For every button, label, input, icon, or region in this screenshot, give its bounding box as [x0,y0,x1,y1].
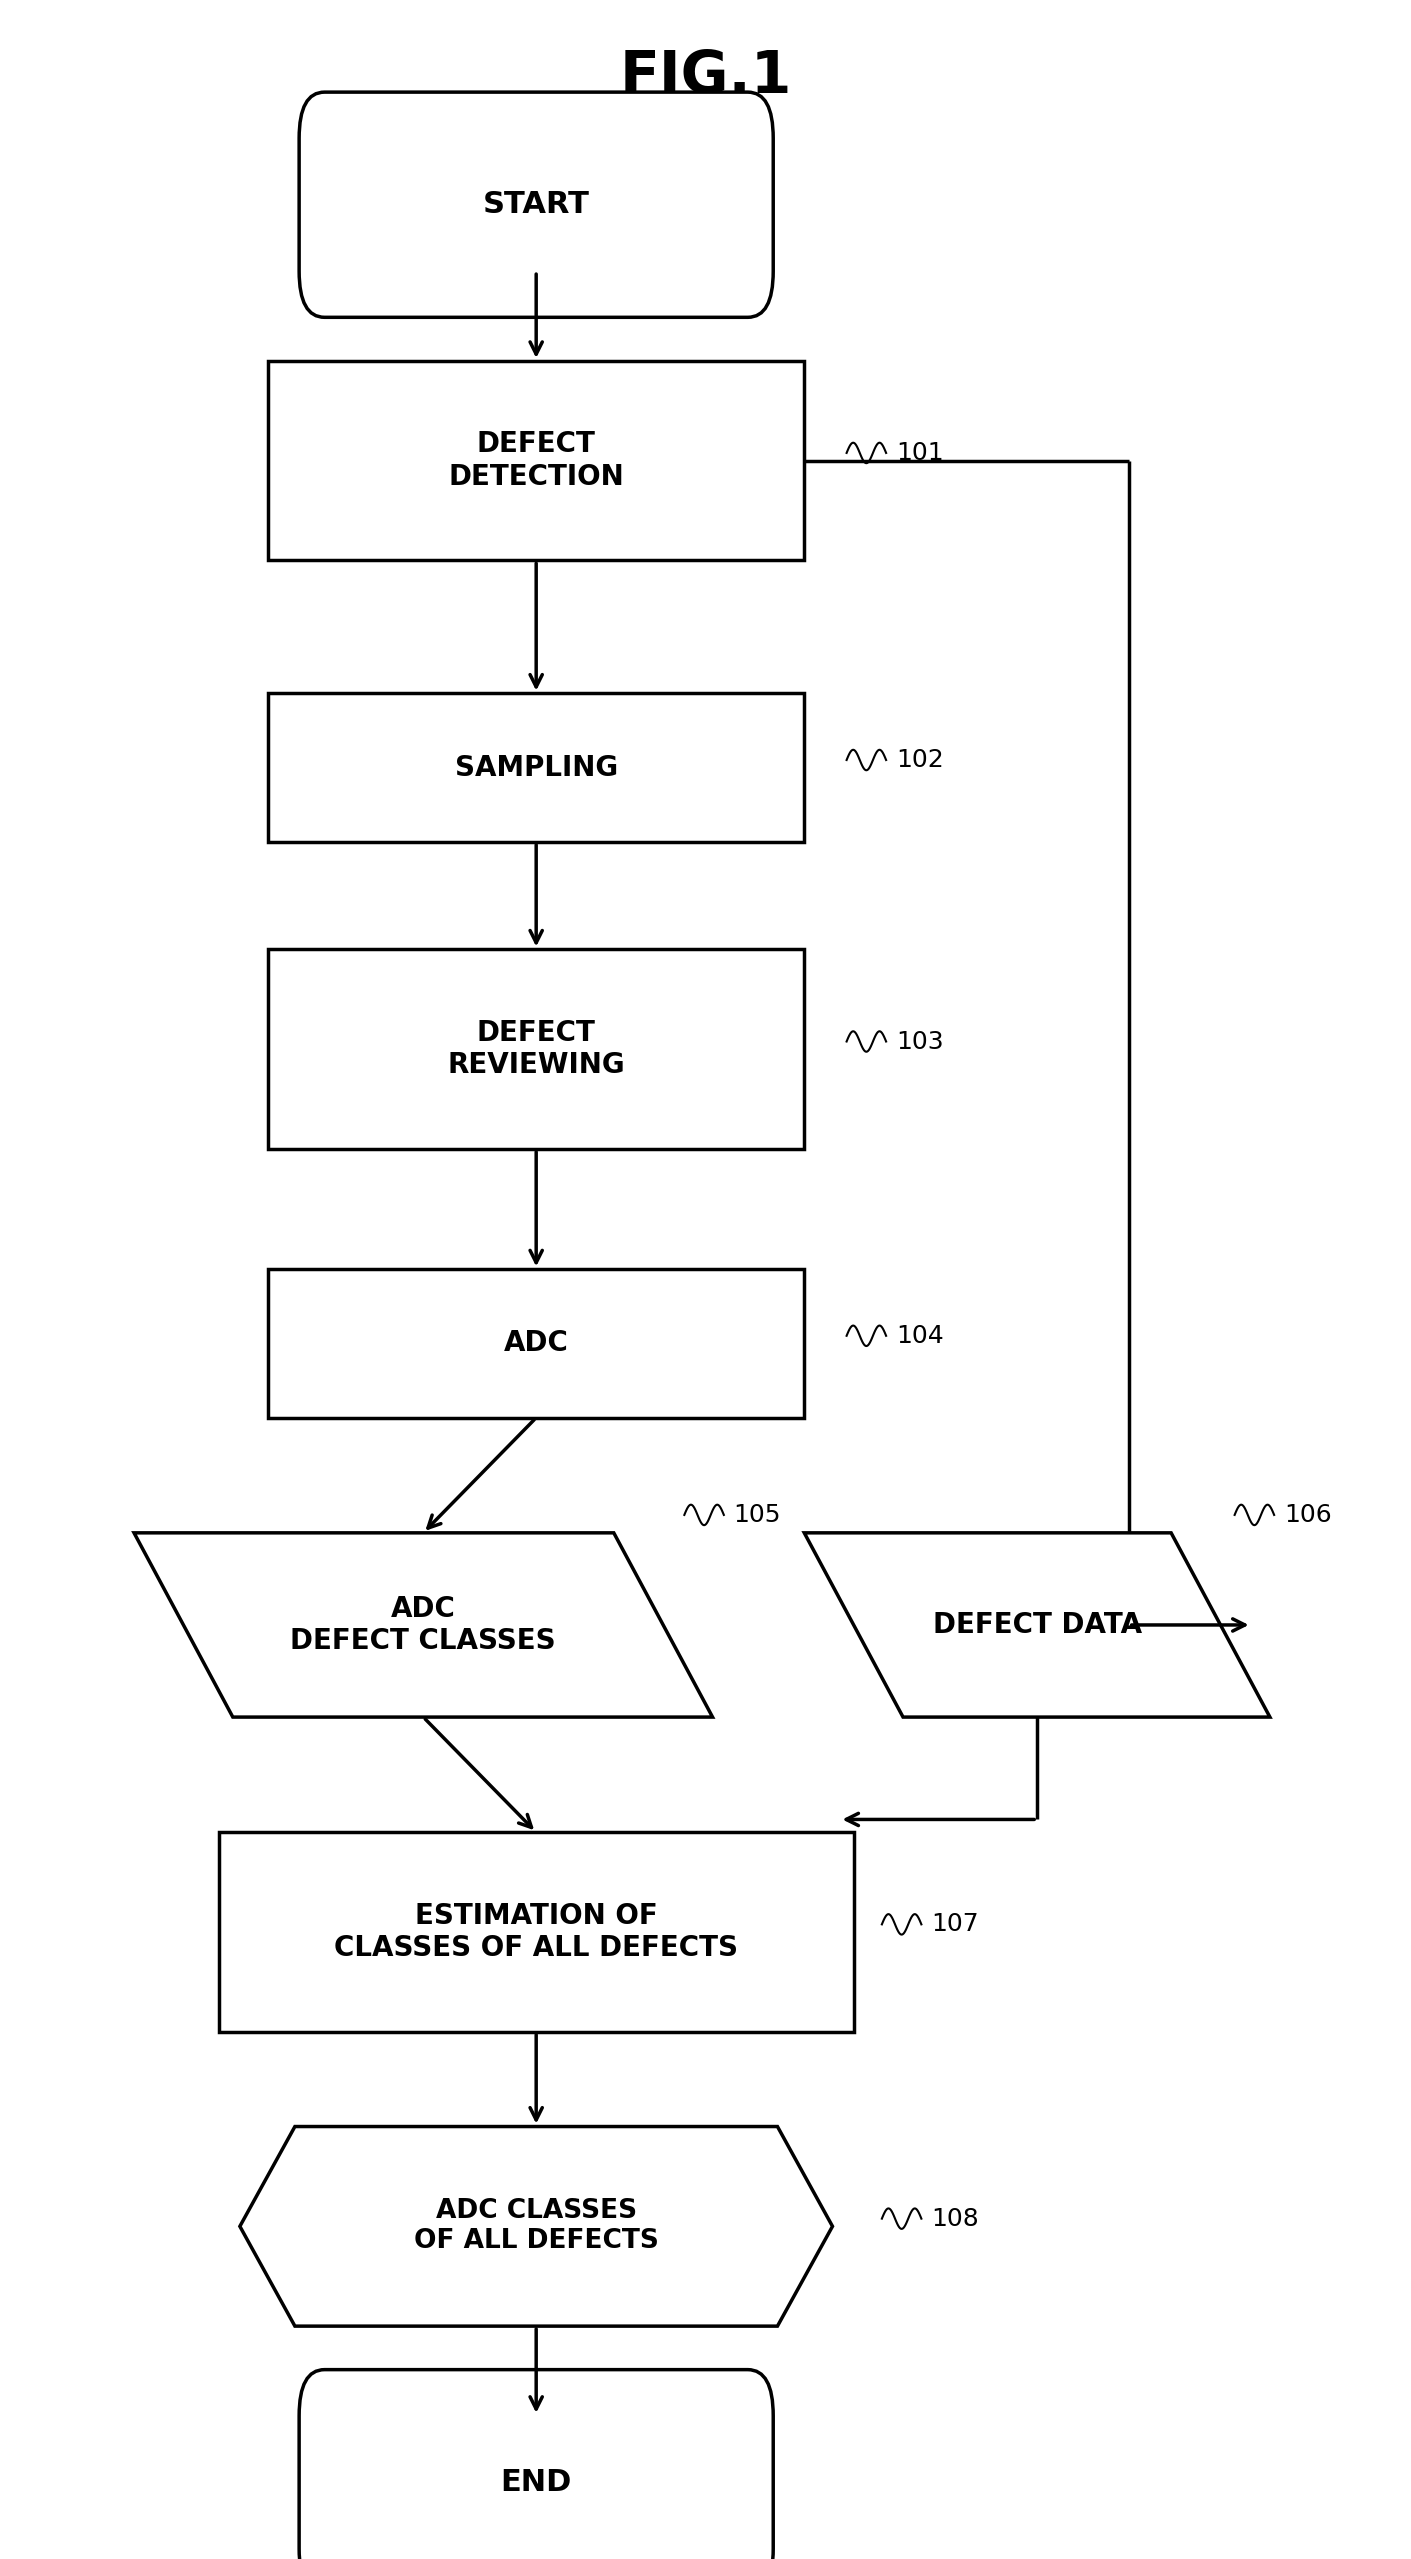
Bar [268,693,804,842]
Text: 103: 103 [896,1029,944,1054]
Text: 102: 102 [896,747,944,773]
Text: 104: 104 [896,1323,944,1349]
FancyBboxPatch shape [299,2370,773,2559]
Text: END: END [501,2467,571,2498]
FancyBboxPatch shape [299,92,773,317]
Text: FIG.1: FIG.1 [619,49,792,105]
Text: 101: 101 [896,440,944,466]
Bar [268,1269,804,1418]
Polygon shape [240,2127,832,2326]
Bar [219,1832,854,2032]
Text: 106: 106 [1284,1502,1332,1528]
Polygon shape [804,1533,1270,1717]
Text: DEFECT
REVIEWING: DEFECT REVIEWING [447,1018,625,1080]
Text: ADC: ADC [504,1331,569,1356]
Text: SAMPLING: SAMPLING [454,755,618,780]
Text: ADC
DEFECT CLASSES: ADC DEFECT CLASSES [291,1594,556,1656]
Polygon shape [134,1533,713,1717]
Text: DEFECT
DETECTION: DEFECT DETECTION [449,430,624,491]
Text: START: START [483,189,590,220]
Text: DEFECT DATA: DEFECT DATA [933,1612,1141,1638]
Text: ESTIMATION OF
CLASSES OF ALL DEFECTS: ESTIMATION OF CLASSES OF ALL DEFECTS [334,1901,738,1963]
Text: 108: 108 [931,2206,979,2231]
Text: 105: 105 [734,1502,782,1528]
Text: 107: 107 [931,1912,979,1937]
Text: ADC CLASSES
OF ALL DEFECTS: ADC CLASSES OF ALL DEFECTS [413,2198,659,2254]
Bar [268,361,804,560]
Bar [268,949,804,1149]
